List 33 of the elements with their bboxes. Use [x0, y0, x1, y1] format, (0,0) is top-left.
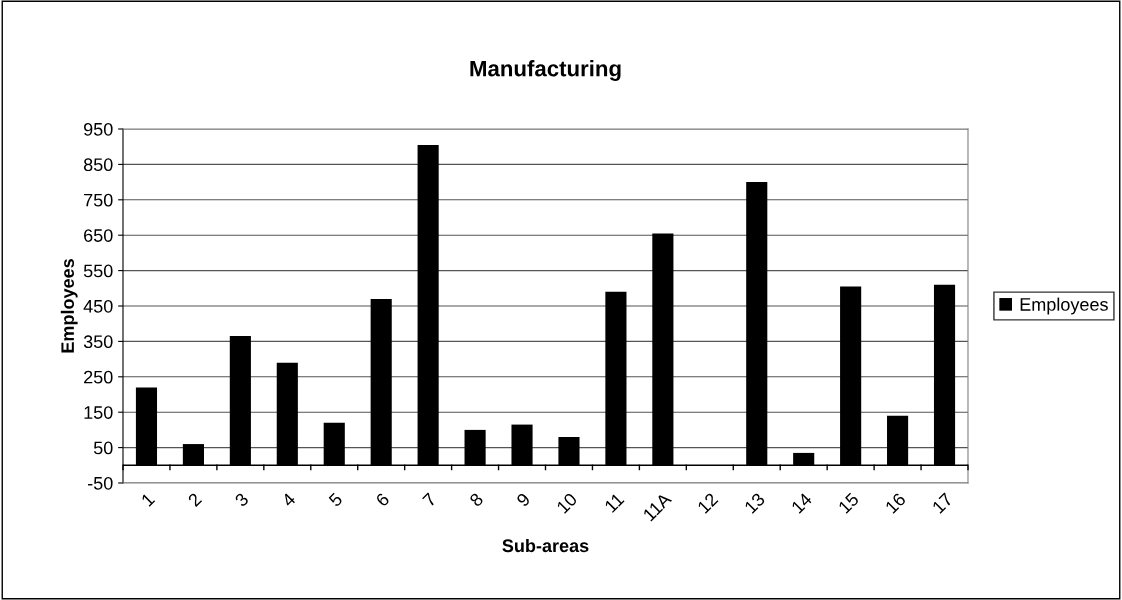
x-tick-label: 8 [468, 492, 484, 508]
y-tick-label: -50 [87, 476, 113, 490]
x-tick-label: 6 [375, 492, 391, 508]
x-tick-label: 9 [515, 492, 531, 508]
x-tick-label: 5 [328, 492, 344, 508]
y-tick-label: 350 [83, 335, 113, 349]
x-tick-label: 15 [837, 492, 860, 514]
y-tick-label: 450 [83, 299, 113, 313]
x-tick-label: 10 [556, 492, 578, 514]
y-axis-title: Employees [60, 259, 78, 353]
y-tick-label: 150 [84, 406, 113, 419]
x-axis-title: Sub-areas [502, 538, 589, 553]
chart-title: Manufacturing [470, 60, 621, 81]
x-tick-label: 3 [234, 492, 250, 508]
y-tick-label: 50 [93, 441, 113, 455]
y-tick-label: 750 [84, 193, 113, 207]
y-tick-label: 650 [84, 229, 113, 242]
x-tick-label: 11 [604, 492, 625, 513]
y-tick-label: 250 [84, 370, 113, 384]
x-tick-label: 11A [642, 491, 673, 522]
x-tick-label: 2 [187, 492, 203, 508]
y-tick-label: 550 [83, 264, 113, 278]
x-tick-label: 13 [743, 492, 766, 514]
x-tick-label: 17 [931, 492, 954, 514]
x-tick-label: 12 [696, 492, 719, 514]
y-tick-label: 950 [84, 122, 113, 136]
y-tick-label: 850 [83, 158, 113, 172]
x-tick-label: 1 [140, 492, 156, 507]
x-tick-label: 4 [280, 492, 297, 508]
x-tick-label: 7 [422, 492, 437, 508]
legend-label: Employees [1020, 297, 1108, 315]
x-tick-label: 14 [790, 492, 813, 514]
x-tick-label: 16 [884, 492, 907, 514]
